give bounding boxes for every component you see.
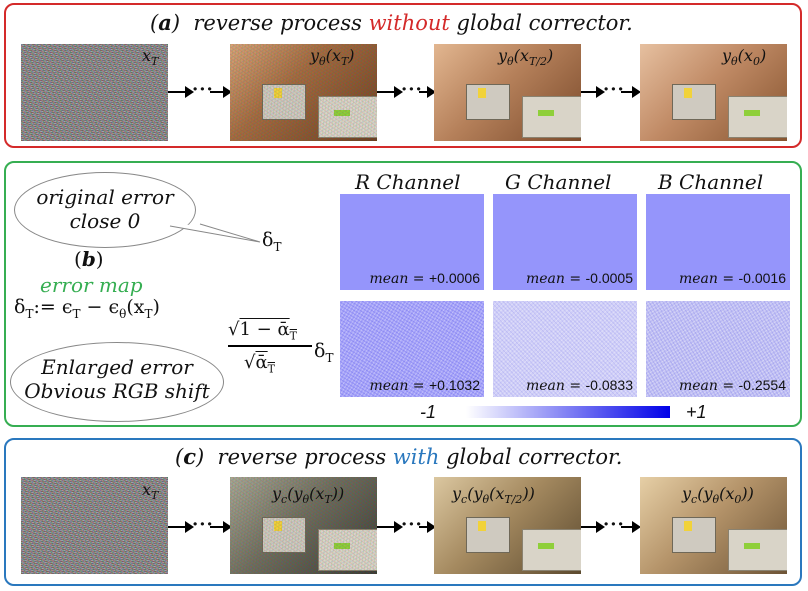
scaled-delta: δT [314, 340, 334, 365]
panel-a-noise-image [21, 44, 168, 141]
error-map-label: error map [40, 273, 143, 297]
panel-c-title: (c) reverse process with global correcto… [175, 444, 623, 469]
speech-bubble-original-error: original error close 0 [14, 172, 196, 248]
error-map-r-original: mean = +0.0006 [340, 194, 484, 290]
arrow [419, 86, 436, 98]
error-map-r-enlarged: mean = +0.1032 [340, 301, 484, 397]
arrow [377, 86, 403, 98]
error-map-g-enlarged: mean = -0.0833 [493, 301, 637, 397]
colorbar [466, 406, 670, 418]
ellipsis: ··· [603, 514, 625, 535]
ellipsis: ··· [192, 79, 214, 100]
panel-a-image-2-label: yθ(xT) [310, 46, 355, 69]
mean-value: -0.2554 [738, 377, 786, 393]
panel-c-noise-image [21, 477, 168, 574]
panel-c-image-1-label: xT [142, 480, 159, 503]
panel-a-image-1-label: xT [142, 46, 159, 69]
ellipsis: ··· [192, 514, 214, 535]
mean-value: -0.0833 [585, 377, 633, 393]
panel-c-image-4 [640, 477, 787, 574]
channel-title-b: B Channel [658, 170, 764, 194]
arrow [621, 86, 641, 98]
speech-bubble-enlarged-error: Enlarged error Obvious RGB shift [10, 342, 224, 422]
mean-value: -0.0005 [585, 270, 633, 286]
arrow [168, 521, 194, 533]
scaled-numerator: √1 − ᾱT [228, 319, 297, 343]
error-map-b-enlarged: mean = -0.2554 [646, 301, 790, 397]
mean-value: +0.1032 [429, 377, 480, 393]
arrow [377, 521, 403, 533]
bubble-tail [169, 223, 261, 243]
panel-b-error-map [4, 161, 802, 427]
colorbar-max-label: +1 [686, 402, 707, 422]
panel-c-image-3 [434, 477, 581, 574]
panel-c-image-4-label: yc(yθ(x0)) [682, 484, 754, 507]
panel-a-without-corrector [4, 3, 802, 148]
error-map-g-original: mean = -0.0005 [493, 194, 637, 290]
arrow [168, 86, 194, 98]
fraction-bar [228, 345, 312, 347]
ellipsis: ··· [603, 79, 625, 100]
delta-t-symbol: δT [262, 229, 282, 254]
panel-c-with-corrector [4, 438, 802, 586]
panel-b-label: (b) [74, 247, 104, 271]
panel-c-image-3-label: yc(yθ(xT/2)) [452, 484, 535, 507]
panel-c-title-highlight: with [392, 445, 440, 469]
arrow [419, 521, 436, 533]
panel-a-image-3-label: yθ(xT/2) [498, 46, 554, 69]
arrow [621, 521, 641, 533]
channel-title-r: R Channel [355, 170, 461, 194]
panel-a-image-4-label: yθ(x0) [722, 46, 767, 69]
arrow [581, 86, 605, 98]
panel-a-image-3 [434, 44, 581, 141]
scaled-denominator: √ᾱT [244, 352, 275, 376]
ellipsis: ··· [401, 79, 423, 100]
ellipsis: ··· [401, 514, 423, 535]
colorbar-min-label: -1 [420, 402, 437, 422]
panel-a-label: a [158, 10, 172, 35]
channel-title-g: G Channel [505, 170, 612, 194]
arrow [210, 521, 232, 533]
error-map-b-original: mean = -0.0016 [646, 194, 790, 290]
panel-c-label: c [183, 444, 196, 469]
panel-a-image-4 [640, 44, 787, 141]
panel-a-image-2 [230, 44, 377, 141]
panel-a-title: (a) reverse process without global corre… [150, 10, 633, 35]
mean-value: +0.0006 [429, 270, 480, 286]
arrow [581, 521, 605, 533]
panel-c-image-2-label: yc(yθ(xT)) [272, 484, 345, 507]
arrow [210, 86, 232, 98]
panel-a-title-highlight: without [368, 11, 450, 35]
mean-value: -0.0016 [738, 270, 786, 286]
panel-c-image-2 [230, 477, 377, 574]
delta-definition: δT:= ϵT − ϵθ(xT) [14, 296, 160, 321]
